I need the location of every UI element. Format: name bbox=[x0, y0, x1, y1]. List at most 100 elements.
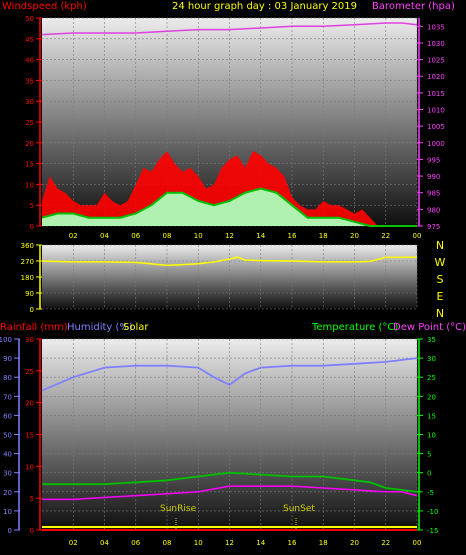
compass-label: W bbox=[435, 256, 446, 269]
compass-label: N bbox=[436, 307, 444, 320]
y-tick-label: 40 bbox=[25, 57, 34, 65]
y-tick-label: 35 bbox=[25, 77, 34, 85]
x-tick-label: 20 bbox=[350, 539, 359, 547]
chart-title: 24 hour graph day : 03 January 2019 bbox=[172, 1, 357, 12]
x-tick-label: 10 bbox=[194, 539, 203, 547]
y-tick-label: 30 bbox=[25, 98, 34, 106]
y-tick-label: -15 bbox=[427, 527, 438, 535]
x-tick-label: 06 bbox=[131, 232, 140, 240]
x-tick-label: 10 bbox=[194, 232, 203, 240]
y-tick-label: -5 bbox=[427, 489, 434, 497]
y-tick-label: 80 bbox=[3, 374, 12, 382]
x-tick-label: 04 bbox=[100, 232, 109, 240]
y-tick-label: 180 bbox=[21, 274, 34, 282]
x-tick-label: 22 bbox=[381, 539, 390, 547]
dewpoint-axis-label: Dew Point (°C) bbox=[393, 322, 466, 333]
average-wind-area bbox=[42, 188, 417, 226]
y-tick-label: 20 bbox=[427, 393, 436, 401]
sunset-label: SunSet bbox=[283, 504, 315, 514]
y-tick-label: 10 bbox=[427, 432, 436, 440]
compass-label: N bbox=[436, 239, 444, 252]
x-tick-label: 00 bbox=[413, 539, 422, 547]
y-tick-label: 1035 bbox=[427, 23, 445, 31]
y-tick-label: 25 bbox=[427, 374, 436, 382]
x-tick-label: 20 bbox=[350, 232, 359, 240]
y-tick-label: 30 bbox=[25, 336, 34, 344]
y-tick-label: 30 bbox=[3, 470, 12, 478]
y-tick-label: 25 bbox=[25, 119, 34, 127]
y-tick-label: 0 bbox=[8, 527, 12, 535]
y-tick-label: 50 bbox=[25, 15, 34, 23]
sunrise-label: SunRise bbox=[160, 504, 197, 514]
y-tick-label: 35 bbox=[427, 336, 436, 344]
windspeed-axis-label: Windspeed (kph) bbox=[2, 1, 87, 12]
y-tick-label: 360 bbox=[21, 242, 34, 250]
x-tick-label: 02 bbox=[69, 539, 78, 547]
y-tick-label: 0 bbox=[427, 470, 431, 478]
x-tick-label: 08 bbox=[163, 539, 172, 547]
x-tick-label: 18 bbox=[319, 539, 328, 547]
x-tick-label: 14 bbox=[256, 232, 265, 240]
y-tick-label: 5 bbox=[30, 495, 34, 503]
y-tick-label: 30 bbox=[427, 355, 436, 363]
barometer-axis-label: Barometer (hpa) bbox=[372, 1, 455, 12]
wind-direction-line bbox=[41, 256, 418, 267]
y-tick-label: 0 bbox=[30, 223, 34, 231]
y-tick-label: 5 bbox=[427, 451, 431, 459]
y-tick-label: 1000 bbox=[427, 140, 445, 148]
y-tick-label: 995 bbox=[427, 156, 440, 164]
barometer-line bbox=[41, 22, 418, 36]
x-tick-label: 14 bbox=[256, 539, 265, 547]
solar-axis-label: Solar bbox=[123, 322, 149, 333]
y-tick-label: 45 bbox=[25, 36, 34, 44]
y-tick-label: 20 bbox=[25, 400, 34, 408]
y-tick-label: 90 bbox=[3, 355, 12, 363]
y-tick-label: 90 bbox=[25, 290, 34, 298]
y-tick-label: 1005 bbox=[427, 123, 445, 131]
y-tick-label: 980 bbox=[427, 206, 440, 214]
compass-label: S bbox=[437, 273, 444, 286]
y-tick-label: 20 bbox=[3, 489, 12, 497]
y-tick-label: 5 bbox=[30, 202, 34, 210]
x-tick-label: 04 bbox=[100, 539, 109, 547]
dewpoint-line bbox=[42, 485, 418, 501]
y-tick-label: 10 bbox=[25, 463, 34, 471]
compass-label: E bbox=[437, 290, 444, 303]
y-tick-label: 50 bbox=[3, 432, 12, 440]
y-tick-label: 270 bbox=[21, 258, 34, 266]
y-tick-label: 15 bbox=[427, 412, 436, 420]
y-tick-label: 10 bbox=[3, 508, 12, 516]
x-tick-label: 12 bbox=[225, 539, 234, 547]
x-tick-label: 02 bbox=[69, 232, 78, 240]
x-tick-label: 16 bbox=[288, 232, 297, 240]
y-tick-label: 1030 bbox=[427, 40, 445, 48]
average-wind-line bbox=[41, 187, 417, 227]
y-tick-label: 1020 bbox=[427, 73, 445, 81]
y-tick-label: 15 bbox=[25, 161, 34, 169]
y-tick-label: 60 bbox=[3, 412, 12, 420]
rainfall-axis-label: Rainfall (mm) bbox=[0, 322, 68, 333]
y-tick-label: 70 bbox=[3, 393, 12, 401]
temperature-axis-label: Temperature (°C) bbox=[311, 322, 398, 333]
y-tick-label: 15 bbox=[25, 432, 34, 440]
x-tick-label: 06 bbox=[131, 539, 140, 547]
gust-area bbox=[42, 151, 417, 226]
x-tick-label: 08 bbox=[163, 232, 172, 240]
y-tick-label: 1010 bbox=[427, 107, 445, 115]
x-tick-label: 00 bbox=[413, 232, 422, 240]
temperature-line bbox=[42, 471, 418, 493]
humidity-line bbox=[41, 357, 418, 392]
y-tick-label: 975 bbox=[427, 223, 440, 231]
y-tick-label: 1015 bbox=[427, 90, 445, 98]
humidity-axis-label: Humidity (%) bbox=[67, 322, 133, 333]
y-tick-label: 10 bbox=[25, 181, 34, 189]
x-tick-label: 18 bbox=[319, 232, 328, 240]
y-tick-label: -10 bbox=[427, 508, 438, 516]
x-tick-label: 22 bbox=[381, 232, 390, 240]
y-tick-label: 100 bbox=[0, 336, 12, 344]
y-tick-label: 990 bbox=[427, 173, 440, 181]
y-tick-label: 40 bbox=[3, 451, 12, 459]
x-tick-label: 16 bbox=[288, 539, 297, 547]
y-tick-label: 25 bbox=[25, 368, 34, 376]
